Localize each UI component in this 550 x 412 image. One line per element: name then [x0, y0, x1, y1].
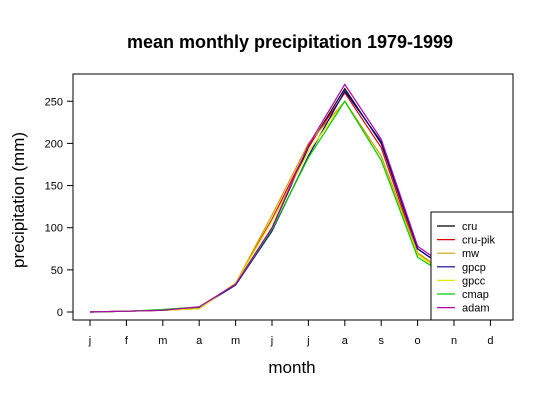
y-tick-label: 250 — [45, 96, 63, 108]
y-tick-label: 0 — [57, 307, 63, 319]
x-tick-label: f — [125, 335, 129, 347]
series-line-cru — [89, 87, 491, 313]
x-tick-label: a — [342, 335, 349, 347]
chart-title: mean monthly precipitation 1979-1999 — [127, 32, 453, 52]
legend-label-cmap: cmap — [462, 289, 489, 301]
x-tick-label: s — [378, 335, 384, 347]
x-tick-label: m — [158, 335, 167, 347]
legend-label-cru-pik: cru-pik — [462, 235, 496, 247]
x-tick-label: o — [415, 335, 421, 347]
y-tick-label: 100 — [45, 223, 63, 235]
legend-label-gpcc: gpcc — [462, 275, 486, 287]
series-lines — [89, 83, 491, 313]
y-axis-label: precipitation (mm) — [9, 132, 28, 268]
x-tick-label: d — [487, 335, 493, 347]
legend-box — [430, 211, 514, 321]
x-axis-label: month — [268, 358, 315, 377]
plot-frame — [72, 73, 514, 321]
y-tick-label: 200 — [45, 138, 63, 150]
x-tick-label: a — [196, 335, 203, 347]
x-tick-label: j — [306, 335, 309, 347]
x-tick-label: m — [231, 335, 240, 347]
legend-label-adam: adam — [462, 303, 490, 315]
x-tick-label: j — [88, 335, 91, 347]
series-line-mw — [89, 100, 491, 313]
legend-label-gpcp: gpcp — [462, 262, 486, 274]
series-line-gpcc — [89, 100, 491, 313]
legend-label-cru: cru — [462, 221, 477, 233]
series-line-adam — [89, 83, 491, 313]
x-tick-label: n — [451, 335, 457, 347]
series-line-gpcp — [89, 89, 491, 313]
y-axis: 0 50 100 150 200 250 — [45, 96, 73, 319]
legend-label-mw: mw — [462, 248, 479, 260]
series-line-cmap — [89, 100, 491, 313]
x-tick-label: j — [270, 335, 273, 347]
y-tick-label: 50 — [51, 265, 63, 277]
y-tick-label: 150 — [45, 181, 63, 193]
series-line-cru-pik — [89, 91, 491, 313]
